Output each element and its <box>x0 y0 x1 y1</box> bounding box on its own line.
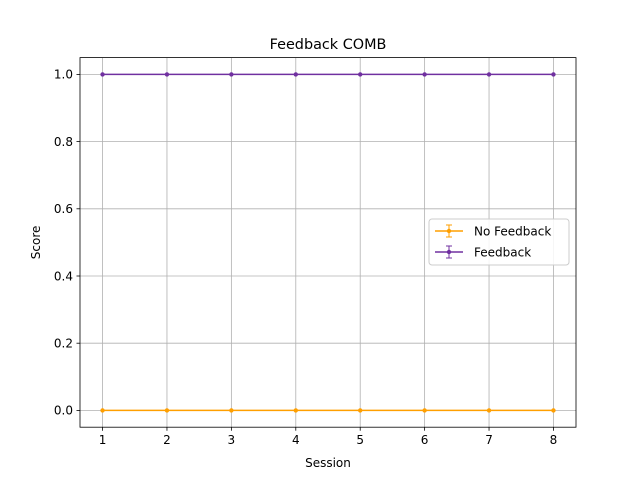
legend-marker-no-feedback <box>446 228 452 234</box>
x-tick-label: 3 <box>228 433 236 447</box>
series-no-feedback <box>100 408 556 413</box>
chart-title: Feedback COMB <box>270 37 387 53</box>
data-point-feedback <box>229 72 234 77</box>
y-axis-label: Score <box>29 226 43 260</box>
data-point-no-feedback <box>422 408 427 413</box>
x-axis-ticks: 1 2 3 4 5 6 7 8 <box>99 427 558 447</box>
legend-entry-no-feedback: No Feedback <box>435 224 551 239</box>
legend-box <box>428 218 570 266</box>
data-point-feedback <box>293 72 298 77</box>
series-layer <box>100 72 556 413</box>
data-point-feedback <box>422 72 427 77</box>
y-tick-label: 0.2 <box>54 337 73 351</box>
x-tick-label: 7 <box>485 433 493 447</box>
data-point-no-feedback <box>164 408 170 413</box>
data-point-no-feedback <box>551 408 556 413</box>
y-axis-ticks: 0.0 0.2 0.4 0.6 0.8 1.0 <box>54 68 80 418</box>
x-tick-label: 4 <box>292 433 300 447</box>
series-feedback <box>100 72 556 77</box>
x-tick-label: 6 <box>421 433 429 447</box>
legend-marker-feedback <box>446 249 452 255</box>
x-tick-label: 5 <box>356 433 364 447</box>
legend-label-feedback: Feedback <box>474 246 531 260</box>
legend-entry-feedback: Feedback <box>435 245 531 260</box>
y-tick-label: 0.6 <box>54 202 73 216</box>
y-tick-label: 1.0 <box>54 68 73 82</box>
data-point-no-feedback <box>293 408 298 413</box>
y-tick-label: 0.4 <box>54 269 73 283</box>
legend: No Feedback Feedback <box>428 218 570 266</box>
x-axis-label: Session <box>305 456 351 470</box>
legend-label-no-feedback: No Feedback <box>474 225 551 239</box>
x-tick-label: 8 <box>550 433 558 447</box>
data-point-no-feedback <box>229 408 234 413</box>
data-point-feedback <box>551 72 556 77</box>
y-tick-label: 0.8 <box>54 135 73 149</box>
data-point-no-feedback <box>486 408 492 413</box>
data-point-feedback <box>100 72 105 77</box>
data-point-feedback <box>486 72 492 77</box>
y-tick-label: 0.0 <box>54 404 73 418</box>
data-point-feedback <box>358 72 363 77</box>
data-point-no-feedback <box>100 408 105 413</box>
axes-frame <box>79 57 577 428</box>
data-point-no-feedback <box>358 408 363 413</box>
data-point-feedback <box>164 72 170 77</box>
x-tick-label: 2 <box>163 433 171 447</box>
x-tick-label: 1 <box>99 433 107 447</box>
